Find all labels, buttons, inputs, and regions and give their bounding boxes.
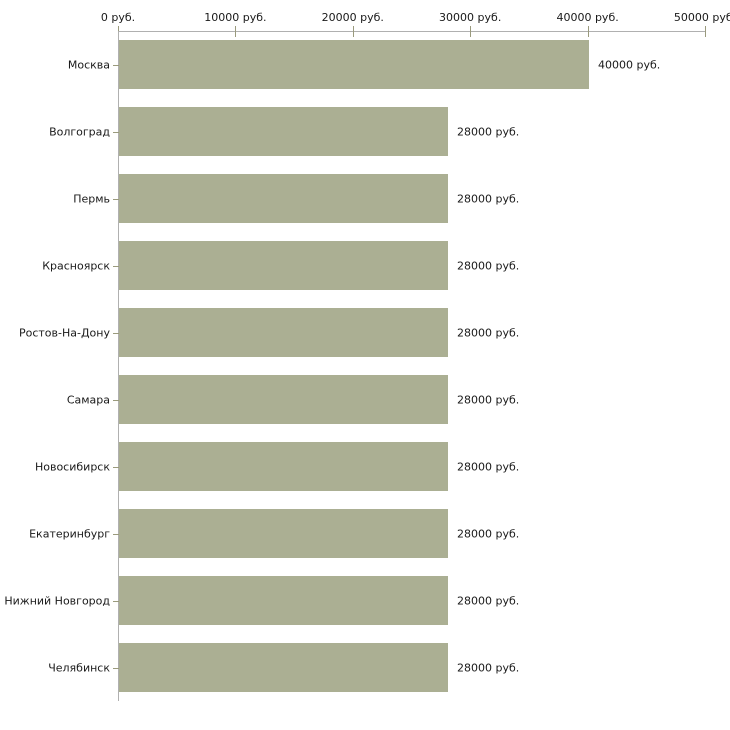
x-axis-line [118, 31, 705, 32]
x-axis-tick-mark [235, 26, 237, 37]
y-axis-tick-mark [113, 668, 119, 669]
y-axis-tick-mark [113, 199, 119, 200]
category-label: Нижний Новгород [4, 594, 110, 608]
bar[interactable] [119, 107, 448, 156]
x-axis-tick-label: 50000 руб. [673, 11, 730, 24]
bar[interactable] [119, 643, 448, 692]
x-axis-tick-mark [352, 26, 354, 37]
category-label: Новосибирск [34, 460, 110, 474]
y-axis-tick-mark [113, 132, 119, 133]
bar-value-label: 28000 руб. [457, 460, 520, 473]
x-axis-tick-label: 0 руб. [100, 11, 136, 24]
bar-value-label: 28000 руб. [457, 259, 520, 272]
category-label: Екатеринбург [29, 527, 110, 541]
bar-value-label: 40000 руб. [598, 58, 661, 71]
x-axis-tick-mark [470, 26, 472, 37]
y-axis-tick-mark [113, 534, 119, 535]
x-axis-tick-label: 40000 руб. [556, 11, 619, 24]
category-label: Самара [66, 393, 110, 407]
bar[interactable] [119, 509, 448, 558]
x-axis-tick-label: 10000 руб. [204, 11, 267, 24]
bar[interactable] [119, 241, 448, 290]
y-axis-tick-mark [113, 266, 119, 267]
bar-value-label: 28000 руб. [457, 661, 520, 674]
category-label: Волгоград [49, 125, 110, 139]
bar-value-label: 28000 руб. [457, 326, 520, 339]
bar-value-label: 28000 руб. [457, 125, 520, 138]
bar[interactable] [119, 442, 448, 491]
y-axis-tick-mark [113, 333, 119, 334]
bar[interactable] [119, 174, 448, 223]
bar-value-label: 28000 руб. [457, 393, 520, 406]
x-axis-tick-label: 30000 руб. [439, 11, 502, 24]
y-axis-tick-mark [113, 400, 119, 401]
category-label: Пермь [73, 192, 110, 206]
bar[interactable] [119, 375, 448, 424]
bar-value-label: 28000 руб. [457, 527, 520, 540]
x-axis-tick-mark [705, 26, 706, 37]
y-axis-line [118, 31, 119, 701]
category-label: Челябинск [48, 661, 110, 675]
y-axis-tick-mark [113, 65, 119, 66]
x-axis-tick-label: 20000 руб. [321, 11, 384, 24]
category-label: Ростов-На-Дону [18, 326, 110, 340]
y-axis-tick-mark [113, 601, 119, 602]
bar[interactable] [119, 40, 589, 89]
category-label: Москва [67, 58, 110, 72]
bar-value-label: 28000 руб. [457, 594, 520, 607]
x-axis-tick-mark [587, 26, 589, 37]
y-axis-tick-mark [113, 467, 119, 468]
category-label: Красноярск [42, 259, 110, 273]
bar-value-label: 28000 руб. [457, 192, 520, 205]
bar[interactable] [119, 576, 448, 625]
bar[interactable] [119, 308, 448, 357]
